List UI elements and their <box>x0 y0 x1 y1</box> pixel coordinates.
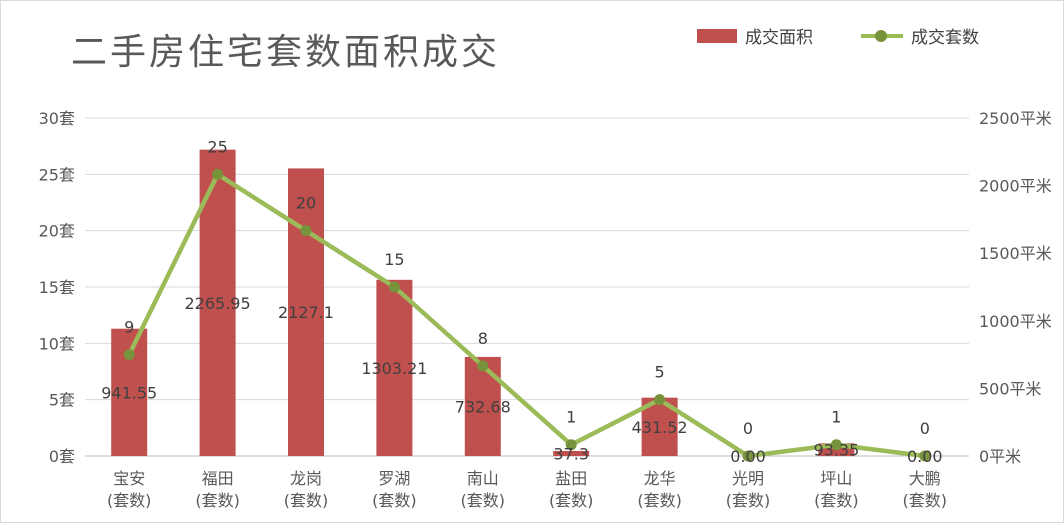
x-category-label: 大鹏 <box>909 469 941 488</box>
series-line <box>127 172 926 459</box>
x-category-label: 宝安 <box>113 469 145 488</box>
bar-data-label: 0.00 <box>730 447 766 466</box>
line-point <box>830 439 842 451</box>
x-category-label: 罗湖 <box>378 469 410 488</box>
x-category-sublabel: (套数) <box>195 491 240 510</box>
line-point <box>212 168 224 180</box>
line-data-label: 20 <box>296 194 316 213</box>
line-data-label: 1 <box>566 408 576 427</box>
y-right-tick-label: 500平米 <box>979 379 1042 398</box>
legend-bar-swatch <box>697 28 737 43</box>
y-left-tick-label: 20套 <box>39 222 75 241</box>
y-left-tick-label: 30套 <box>39 109 75 128</box>
x-category-sublabel: (套数) <box>461 491 506 510</box>
x-category-sublabel: (套数) <box>814 491 859 510</box>
line-data-label: 9 <box>124 318 134 337</box>
x-category-sublabel: (套数) <box>726 491 771 510</box>
y-left-tick-label: 10套 <box>39 334 75 353</box>
legend-item-area: 成交面积 <box>697 23 813 48</box>
x-category-label: 龙岗 <box>290 469 322 488</box>
y-right-tick-label: 2000平米 <box>979 177 1052 196</box>
line-data-label: 1 <box>831 408 841 427</box>
line-point <box>300 225 312 237</box>
y-left-tick-label: 15套 <box>39 278 75 297</box>
line-point <box>919 450 931 462</box>
bar <box>376 279 413 456</box>
legend-label-area: 成交面积 <box>745 28 813 48</box>
line-data-label: 0 <box>920 419 930 438</box>
bar-data-label: 37.3 <box>553 444 589 463</box>
x-category-label: 福田 <box>202 469 234 488</box>
bar-data-label: 431.52 <box>632 418 688 437</box>
line-data-label: 0 <box>743 419 753 438</box>
x-category-sublabel: (套数) <box>549 491 594 510</box>
y-right-tick-label: 0平米 <box>979 447 1021 466</box>
y-left-tick-label: 0套 <box>49 447 75 466</box>
line-point <box>477 360 489 372</box>
chart-title: 二手房住宅套数面积成交 <box>71 32 501 73</box>
x-category-sublabel: (套数) <box>903 491 948 510</box>
y-left-tick-label: 25套 <box>39 165 75 184</box>
bar-data-label: 2265.95 <box>185 294 251 313</box>
y-left-tick-label: 5套 <box>49 391 75 410</box>
bar-data-label: 732.68 <box>455 397 511 416</box>
x-category-sublabel: (套数) <box>107 491 152 510</box>
line-point <box>565 439 577 451</box>
x-category-sublabel: (套数) <box>637 491 682 510</box>
y-right-tick-label: 2500平米 <box>979 109 1052 128</box>
line-data-label: 25 <box>207 137 227 156</box>
bar-data-label: 93.35 <box>813 441 859 460</box>
line-data-label: 5 <box>655 363 665 382</box>
line-point <box>654 394 666 406</box>
bar-data-label: 0.00 <box>907 447 943 466</box>
y-right-tick-label: 1000平米 <box>979 312 1052 331</box>
bar <box>464 356 501 456</box>
x-category-label: 龙华 <box>644 469 676 488</box>
x-category-sublabel: (套数) <box>372 491 417 510</box>
x-category-label: 坪山 <box>820 469 852 488</box>
bar-data-label: 2127.1 <box>278 303 334 322</box>
bar <box>288 168 324 456</box>
bar <box>553 450 590 456</box>
line-point <box>388 281 400 293</box>
legend-item-count: 成交套数 <box>861 23 979 48</box>
line-data-label: 8 <box>478 329 488 348</box>
bar-data-label: 941.55 <box>101 383 157 402</box>
legend-line-swatch <box>861 29 903 43</box>
line-point <box>123 349 135 361</box>
line-data-label: 15 <box>384 250 404 269</box>
x-category-sublabel: (套数) <box>284 491 329 510</box>
y-right-tick-label: 1500平米 <box>979 244 1052 263</box>
x-category-label: 盐田 <box>555 469 587 488</box>
x-category-label: 南山 <box>467 469 499 488</box>
line-point <box>742 450 754 462</box>
legend-label-count: 成交套数 <box>911 28 979 48</box>
bar-data-label: 1303.21 <box>361 359 427 378</box>
x-category-label: 光明 <box>732 469 764 488</box>
